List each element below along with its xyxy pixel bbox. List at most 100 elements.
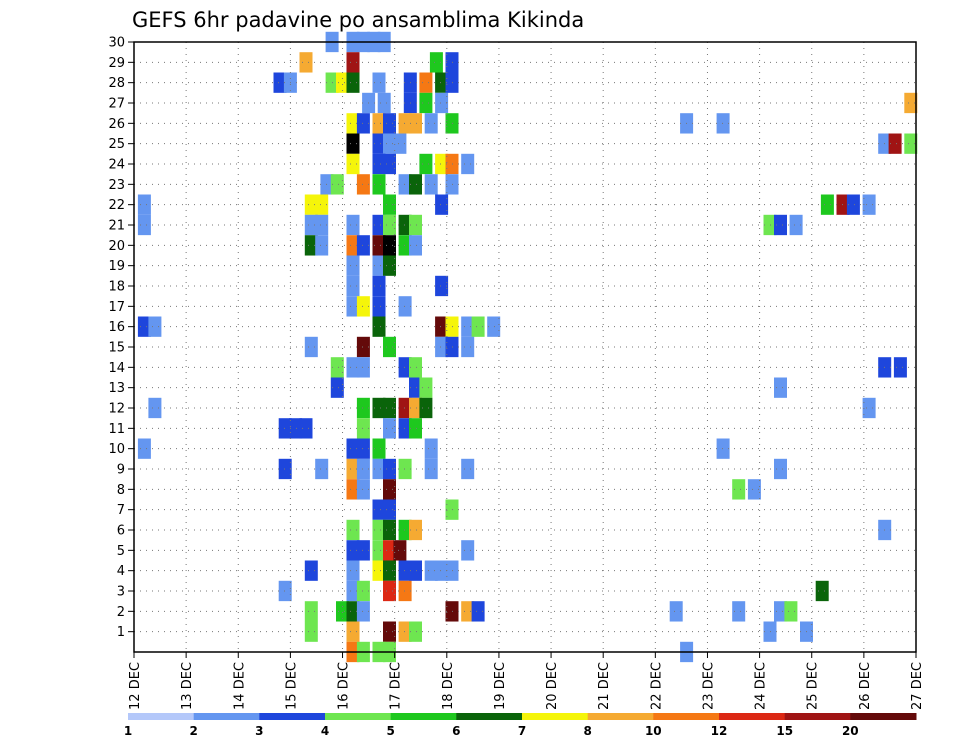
heatmap-cell <box>346 357 360 378</box>
heatmap-cell <box>435 275 449 297</box>
heatmap-cell <box>356 336 370 358</box>
heatmap-cell <box>346 255 360 276</box>
heatmap-cell <box>424 113 438 134</box>
x-tick-label: 27 DEC <box>910 662 925 710</box>
y-tick-label: 23 <box>108 178 125 193</box>
heatmap-cell <box>383 580 396 602</box>
y-tick-label: 15 <box>108 341 125 356</box>
y-tick-label: 14 <box>108 361 125 376</box>
colorbar-label: 20 <box>842 724 859 738</box>
heatmap-cell <box>732 479 746 500</box>
heatmap-cell <box>774 458 787 480</box>
heatmap-cells <box>137 31 918 663</box>
heatmap-cell <box>383 194 396 215</box>
heatmap-cell <box>815 580 829 602</box>
y-tick-label: 12 <box>108 402 125 417</box>
colorbar-swatch <box>719 713 786 720</box>
heatmap-cell <box>372 316 386 337</box>
heatmap-cell <box>346 601 360 622</box>
y-tick-label: 19 <box>108 259 125 274</box>
y-tick-label: 10 <box>108 442 125 457</box>
heatmap-cell <box>372 235 386 256</box>
heatmap-cell <box>346 519 360 541</box>
colorbar-label: 7 <box>518 724 526 738</box>
heatmap-cell <box>137 214 151 236</box>
heatmap-cell <box>330 377 344 398</box>
heatmap-cell <box>315 458 329 480</box>
heatmap-cell <box>893 357 907 378</box>
heatmap-cell <box>732 601 746 622</box>
colorbar-swatch <box>784 713 851 720</box>
colorbar-label: 10 <box>645 724 662 738</box>
heatmap-cell <box>346 72 360 93</box>
heatmap-cell <box>383 153 396 175</box>
y-tick-label: 26 <box>108 117 125 132</box>
heatmap-cell <box>383 499 396 520</box>
y-tick-label: 18 <box>108 280 125 295</box>
heatmap-cell <box>383 214 396 236</box>
colorbar-swatch <box>193 713 260 720</box>
heatmap-cell <box>346 133 360 154</box>
heatmap-cell <box>383 479 396 500</box>
heatmap-cell <box>789 214 803 236</box>
heatmap-cell <box>398 458 412 480</box>
heatmap-cell <box>461 601 475 622</box>
heatmap-cell <box>398 174 412 195</box>
heatmap-cell <box>356 235 370 256</box>
heatmap-cell <box>346 296 360 317</box>
heatmap-cell <box>409 621 422 642</box>
heatmap-cell <box>372 113 386 134</box>
heatmap-cell <box>299 418 313 439</box>
heatmap-cell <box>398 519 412 541</box>
x-tick-label: 17 DEC <box>389 662 404 710</box>
heatmap-cell <box>356 479 370 500</box>
heatmap-cell <box>435 72 449 93</box>
heatmap-cell <box>383 519 396 541</box>
heatmap-cell <box>435 336 449 358</box>
heatmap-cell <box>888 133 902 154</box>
heatmap-cell <box>429 52 443 73</box>
heatmap-cell <box>372 153 386 175</box>
heatmap-cell <box>383 621 396 642</box>
heatmap-cell <box>461 316 475 337</box>
heatmap-cell <box>356 540 370 561</box>
heatmap-cell <box>383 458 396 480</box>
heatmap-cell <box>383 397 396 419</box>
x-tick-label: 21 DEC <box>597 662 612 710</box>
heatmap-cell <box>393 540 407 561</box>
heatmap-cell <box>356 397 370 419</box>
heatmap-cell <box>409 235 422 256</box>
heatmap-cell <box>862 397 876 419</box>
heatmap-cell <box>356 458 370 480</box>
y-tick-label: 17 <box>108 300 125 315</box>
heatmap-cell <box>747 479 761 500</box>
colorbar-label: 12 <box>711 724 728 738</box>
heatmap-cell <box>435 153 449 175</box>
heatmap-cell <box>356 601 370 622</box>
colorbar-label: 8 <box>584 724 592 738</box>
heatmap-cell <box>278 580 292 602</box>
heatmap-cell <box>346 52 360 73</box>
y-tick-label: 25 <box>108 137 125 152</box>
heatmap-cell <box>461 336 475 358</box>
heatmap-cell <box>346 275 360 297</box>
heatmap-cell <box>461 540 475 561</box>
heatmap-cell <box>377 92 391 114</box>
colorbar-swatch <box>587 713 654 720</box>
x-tick-label: 18 DEC <box>441 662 456 710</box>
heatmap-cell <box>383 133 396 154</box>
heatmap-cell <box>336 72 349 93</box>
gridlines <box>134 42 916 652</box>
heatmap-cell <box>299 52 313 73</box>
heatmap-cell <box>315 235 329 256</box>
heatmap-cell <box>383 418 396 439</box>
colorbar-swatch <box>325 713 392 720</box>
heatmap-cell <box>424 174 438 195</box>
heatmap-cell <box>315 194 329 215</box>
y-tick-label: 29 <box>108 56 125 71</box>
y-tick-label: 4 <box>117 564 125 579</box>
heatmap-cell <box>372 458 386 480</box>
heatmap-cell <box>372 438 386 459</box>
y-tick-label: 21 <box>108 219 125 234</box>
y-tick-label: 30 <box>108 36 125 51</box>
